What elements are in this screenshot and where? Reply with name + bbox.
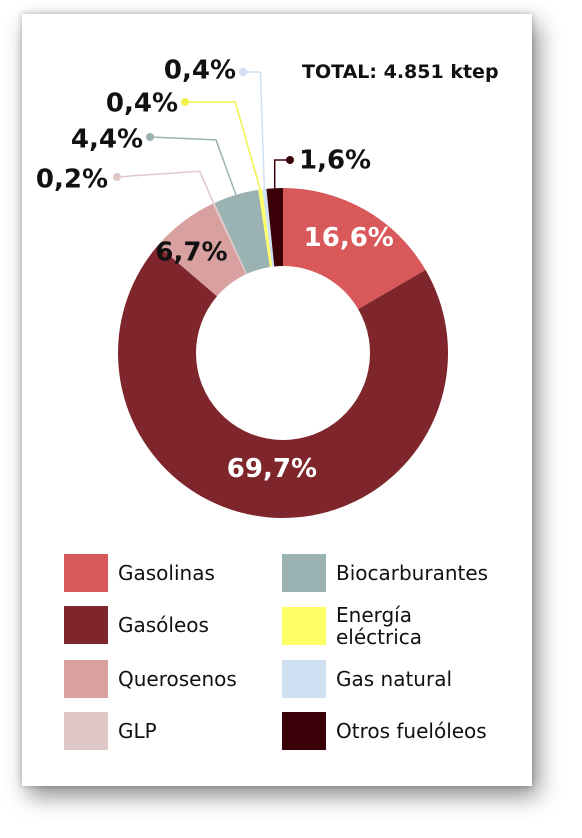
leader-otros-fueloleos: [273, 159, 290, 189]
leader-gas-natural-dot: [239, 68, 247, 76]
legend-label: GLP: [118, 719, 157, 743]
legend-swatch: [282, 607, 326, 645]
legend-label: Otros fuelóleos: [336, 719, 487, 743]
data-label-energia-electrica: 0,4%: [106, 89, 178, 119]
data-label-gasoleos: 69,7%: [227, 454, 317, 484]
legend-label: Gasolinas: [118, 561, 215, 585]
slice-otros-fueloleos: [266, 188, 283, 267]
data-label-gas-natural: 0,4%: [164, 56, 236, 86]
legend-label: Gasóleos: [118, 613, 209, 637]
slice-gasoleos: [117, 245, 448, 518]
slice-glp: [212, 202, 247, 275]
legend-swatch: [282, 554, 326, 592]
legend-item-otros-fueloleos: Otros fuelóleos: [282, 712, 487, 750]
leader-otros-fueloleos-dot: [286, 156, 294, 164]
leader-gas-natural: [243, 71, 266, 190]
data-label-biocarburantes: 4,4%: [71, 125, 143, 155]
legend-item-gas-natural: Gas natural: [282, 660, 452, 698]
legend-item-gasolinas: Gasolinas: [64, 554, 215, 592]
leader-biocarburantes-dot: [146, 133, 154, 141]
legend-swatch: [282, 712, 326, 750]
legend-item-gasoleos: Gasóleos: [64, 606, 209, 644]
legend-item-energia-electrica: Energía eléctrica: [282, 604, 446, 648]
legend: Gasolinas Gasóleos Querosenos GLP Biocar…: [64, 550, 524, 760]
data-label-querosenos: 6,7%: [155, 238, 227, 268]
chart-card: [22, 14, 532, 786]
legend-swatch: [64, 660, 108, 698]
slice-biocarburantes: [214, 189, 270, 274]
leader-energia-electrica-dot: [181, 98, 189, 106]
leader-biocarburantes: [149, 136, 237, 196]
slice-gas-natural: [262, 188, 275, 267]
legend-label: Biocarburantes: [336, 561, 489, 585]
leader-glp: [116, 170, 215, 204]
slice-energia-electrica: [258, 189, 273, 267]
total-label: TOTAL: 4.851 ktep: [302, 61, 499, 83]
legend-swatch: [64, 554, 108, 592]
legend-label: Energía eléctrica: [336, 603, 423, 649]
legend-swatch: [64, 606, 108, 644]
legend-swatch: [64, 712, 108, 750]
data-label-otros-fueloleos: 1,6%: [299, 146, 371, 176]
leader-energia-electrica: [185, 101, 261, 190]
legend-label: Gas natural: [336, 667, 453, 691]
data-label-gasolinas: 16,6%: [304, 223, 394, 253]
leader-glp-dot: [113, 173, 121, 181]
legend-item-querosenos: Querosenos: [64, 660, 237, 698]
slice-gasolinas: [283, 188, 426, 310]
legend-swatch: [282, 660, 326, 698]
legend-label: Querosenos: [118, 667, 237, 691]
slice-querosenos: [157, 203, 246, 297]
data-label-glp: 0,2%: [36, 165, 108, 195]
legend-item-glp: GLP: [64, 712, 157, 750]
legend-item-biocarburantes: Biocarburantes: [282, 554, 488, 592]
